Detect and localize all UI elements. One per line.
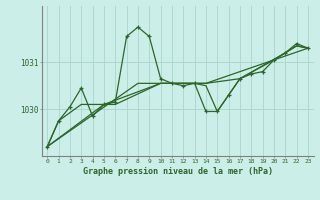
X-axis label: Graphe pression niveau de la mer (hPa): Graphe pression niveau de la mer (hPa) [83, 167, 273, 176]
